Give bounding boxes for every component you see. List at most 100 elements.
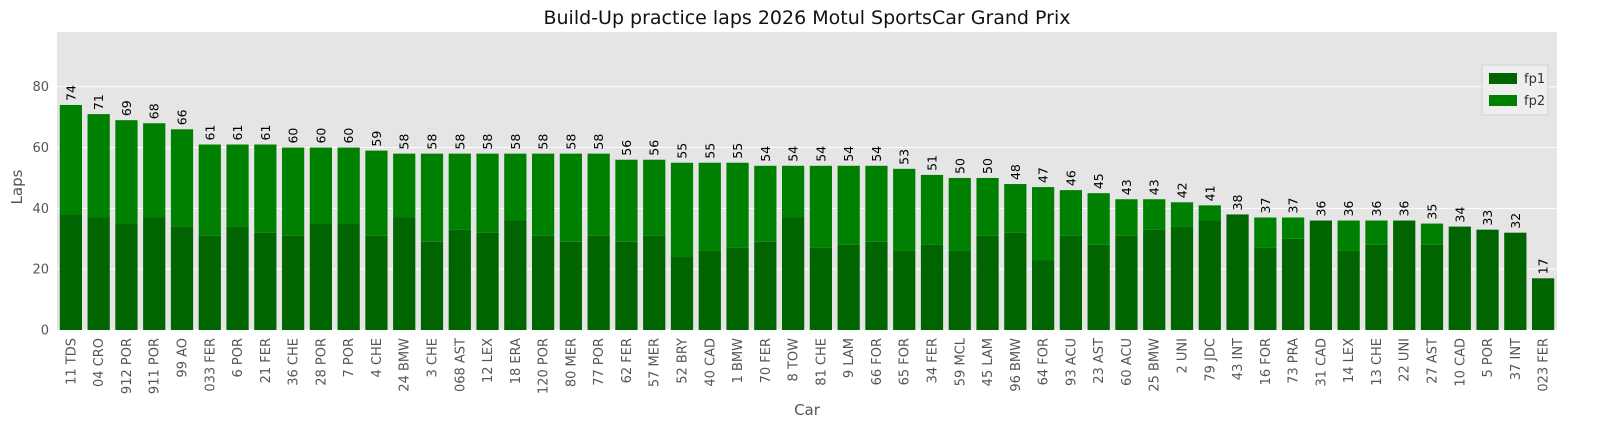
bar-total-label: 41 [1202,185,1217,201]
x-tick-label: 27 AST [1426,338,1441,384]
x-tick-label: 73 PRA [1287,338,1302,384]
x-tick-label: 43 INT [1231,338,1246,380]
bar-fp1 [1198,220,1221,330]
bar-fp2 [976,177,999,236]
bar-fp2 [754,165,777,242]
bar-fp2 [1282,217,1305,239]
legend-swatch-fp2 [1489,95,1517,106]
bar-total-label: 58 [591,134,606,150]
x-tick-label: 31 CAD [1314,338,1329,387]
bar-fp2 [1087,193,1110,245]
bar-fp2 [893,168,916,251]
bar-fp2 [1004,184,1027,233]
bar-total-label: 55 [702,143,717,159]
bar-fp1 [754,241,777,330]
bar-total-label: 55 [675,143,690,159]
bar-total-label: 58 [425,134,440,150]
bar-fp2 [948,177,971,251]
x-tick-label: 023 FER [1537,338,1552,392]
bar-fp1 [254,232,277,330]
bar-total-label: 32 [1508,213,1523,229]
bar-fp1 [365,235,388,330]
bar-fp1 [1337,250,1360,330]
legend-label-fp2: fp2 [1524,94,1545,109]
x-tick-label: 36 CHE [287,338,302,386]
grid-lines [57,86,1557,331]
bar-fp2 [115,120,138,224]
bar-fp2 [920,174,944,245]
bar-total-label: 54 [841,146,856,162]
x-tick-label: 25 BMW [1148,338,1163,392]
bar-fp2 [87,114,110,218]
data-labels: 74 71 69 68 66 61 61 61 60 60 60 59 58 58 58 58 58 58 58 58… [63,85,1550,274]
bar-fp2 [198,144,221,236]
bar-fp1 [1532,278,1555,330]
bar-fp1 [615,241,638,330]
bar-fp1 [726,247,749,330]
bar-total-label: 42 [1175,182,1190,198]
legend: fp1 fp2 [1481,64,1549,116]
bar-fp1 [1420,244,1444,330]
bar-total-label: 33 [1480,210,1495,226]
x-tick-label: 24 BMW [398,338,413,392]
bar-total-label: 66 [175,109,190,125]
x-tick-label: 120 POR [537,338,552,394]
bar-fp1 [1059,235,1082,330]
bar-total-label: 55 [730,143,745,159]
bar-fp1 [87,217,110,330]
bar-fp2 [226,144,249,227]
bar-fp2 [309,147,332,224]
x-tick-label: 79 JDC [1203,338,1218,382]
bar-fp2 [143,123,166,218]
bar-fp1 [282,235,305,330]
bars [59,104,1555,330]
bar-fp1 [976,235,999,330]
bar-total-label: 36 [1341,201,1356,217]
bar-total-label: 43 [1119,179,1134,195]
bar-fp1 [1115,235,1138,330]
x-tick-label: 99 AO [176,338,191,378]
x-tick-label: 45 LAM [981,338,996,386]
bar-total-label: 56 [619,140,634,156]
bar-total-label: 37 [1286,198,1301,214]
x-tick-label: 66 FOR [870,338,885,385]
x-tick-label: 068 AST [453,338,468,392]
bar-total-label: 58 [480,134,495,150]
bar-fp1 [948,250,971,330]
x-tick-label: 14 LEX [1342,338,1357,383]
bar-total-label: 50 [980,158,995,174]
bar-total-label: 58 [452,134,467,150]
bar-total-label: 17 [1536,258,1551,274]
x-tick-label: 59 MCL [953,337,968,386]
bar-fp1 [1143,229,1166,330]
y-axis-label: Laps [8,169,26,204]
bar-fp1 [1448,226,1471,330]
x-tick-label: 5 POR [1481,338,1496,378]
x-tick-label: 60 ACU [1120,338,1135,386]
bar-fp1 [670,257,694,330]
x-tick-label: 70 FER [759,338,774,383]
bar-total-label: 47 [1036,167,1051,183]
x-tick-label: 3 CHE [426,338,441,377]
bar-fp1 [1282,238,1305,330]
bar-total-label: 54 [786,146,801,162]
bar-fp1 [1476,229,1499,330]
bar-fp1 [1032,260,1055,330]
x-tick-labels: 11 TDS 04 CRO 912 POR 911 POR 99 AO 033 FER 6 … [64,337,1551,394]
x-tick-label: 57 MER [648,338,663,387]
bar-total-label: 36 [1397,201,1412,217]
x-tick-label: 033 FER [203,338,218,392]
bar-fp1 [448,229,471,330]
bar-fp1 [1309,220,1332,330]
x-tick-label: 04 CRO [92,338,107,387]
bar-fp2 [476,153,499,233]
bar-fp1 [170,226,194,330]
x-tick-label: 911 POR [148,338,163,394]
bar-total-label: 46 [1063,170,1078,186]
bar-total-label: 61 [202,125,217,141]
bar-fp2 [782,165,805,218]
x-tick-label: 65 FOR [898,338,913,385]
x-tick-label: 18 ERA [509,338,524,384]
bar-fp2 [726,162,749,248]
x-tick-label: 40 CAD [703,338,718,387]
